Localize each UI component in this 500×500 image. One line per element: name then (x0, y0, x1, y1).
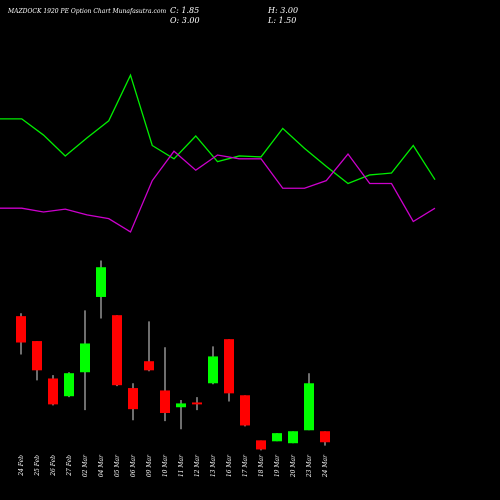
x-tick-label: 04 Mar (98, 454, 105, 477)
candle-body (192, 402, 202, 405)
x-tick-label: 26 Feb (50, 455, 57, 477)
x-tick-label: 20 Mar (290, 454, 297, 478)
x-tick-label: 24 Feb (18, 455, 25, 477)
x-tick-label: 24 Mar (322, 454, 329, 478)
chart-title: MAZDOCK 1920 PE Option Chart Munafasutra… (7, 8, 166, 15)
x-tick-label: 27 Feb (66, 455, 73, 477)
indicator-line (0, 150, 436, 233)
indicator-line (0, 73, 436, 185)
candle-body (80, 343, 90, 373)
x-tick-label: 16 Mar (226, 454, 233, 477)
x-tick-label: 12 Mar (194, 454, 201, 477)
candle-body (176, 403, 186, 408)
candle-body (304, 383, 314, 431)
candle-body (16, 316, 26, 343)
candle-body (64, 373, 74, 397)
x-tick-label: 17 Mar (242, 454, 249, 477)
candle-body (32, 341, 42, 371)
candle-body (112, 315, 122, 386)
summary-high: H: 3.00 (267, 6, 298, 15)
x-tick-label: 23 Mar (306, 454, 313, 478)
x-tick-label: 10 Mar (162, 454, 169, 477)
candle-body (208, 356, 218, 384)
candle-body (128, 388, 138, 410)
candle-body (96, 267, 106, 297)
x-tick-label: 05 Mar (114, 454, 121, 477)
x-tick-label: 06 Mar (130, 454, 137, 477)
x-tick-label: 02 Mar (82, 454, 89, 477)
summary-close: C: 1.85 (170, 6, 199, 15)
candle-body (272, 433, 282, 442)
x-tick-label: 09 Mar (146, 454, 153, 477)
candle-body (48, 378, 58, 405)
candle-body (256, 440, 266, 450)
candle-body (160, 390, 170, 414)
x-tick-label: 11 Mar (178, 454, 185, 477)
summary-low: L: 1.50 (267, 16, 296, 25)
candle-body (240, 395, 250, 426)
x-tick-label: 25 Feb (34, 455, 41, 477)
candle-body (224, 339, 234, 394)
candle-body (144, 361, 154, 371)
x-tick-label: 18 Mar (258, 454, 265, 477)
x-tick-label: 19 Mar (274, 454, 281, 477)
summary-open: O: 3.00 (170, 16, 200, 25)
candle-body (320, 431, 330, 443)
x-tick-label: 13 Mar (210, 454, 217, 477)
candle-body (288, 431, 298, 444)
